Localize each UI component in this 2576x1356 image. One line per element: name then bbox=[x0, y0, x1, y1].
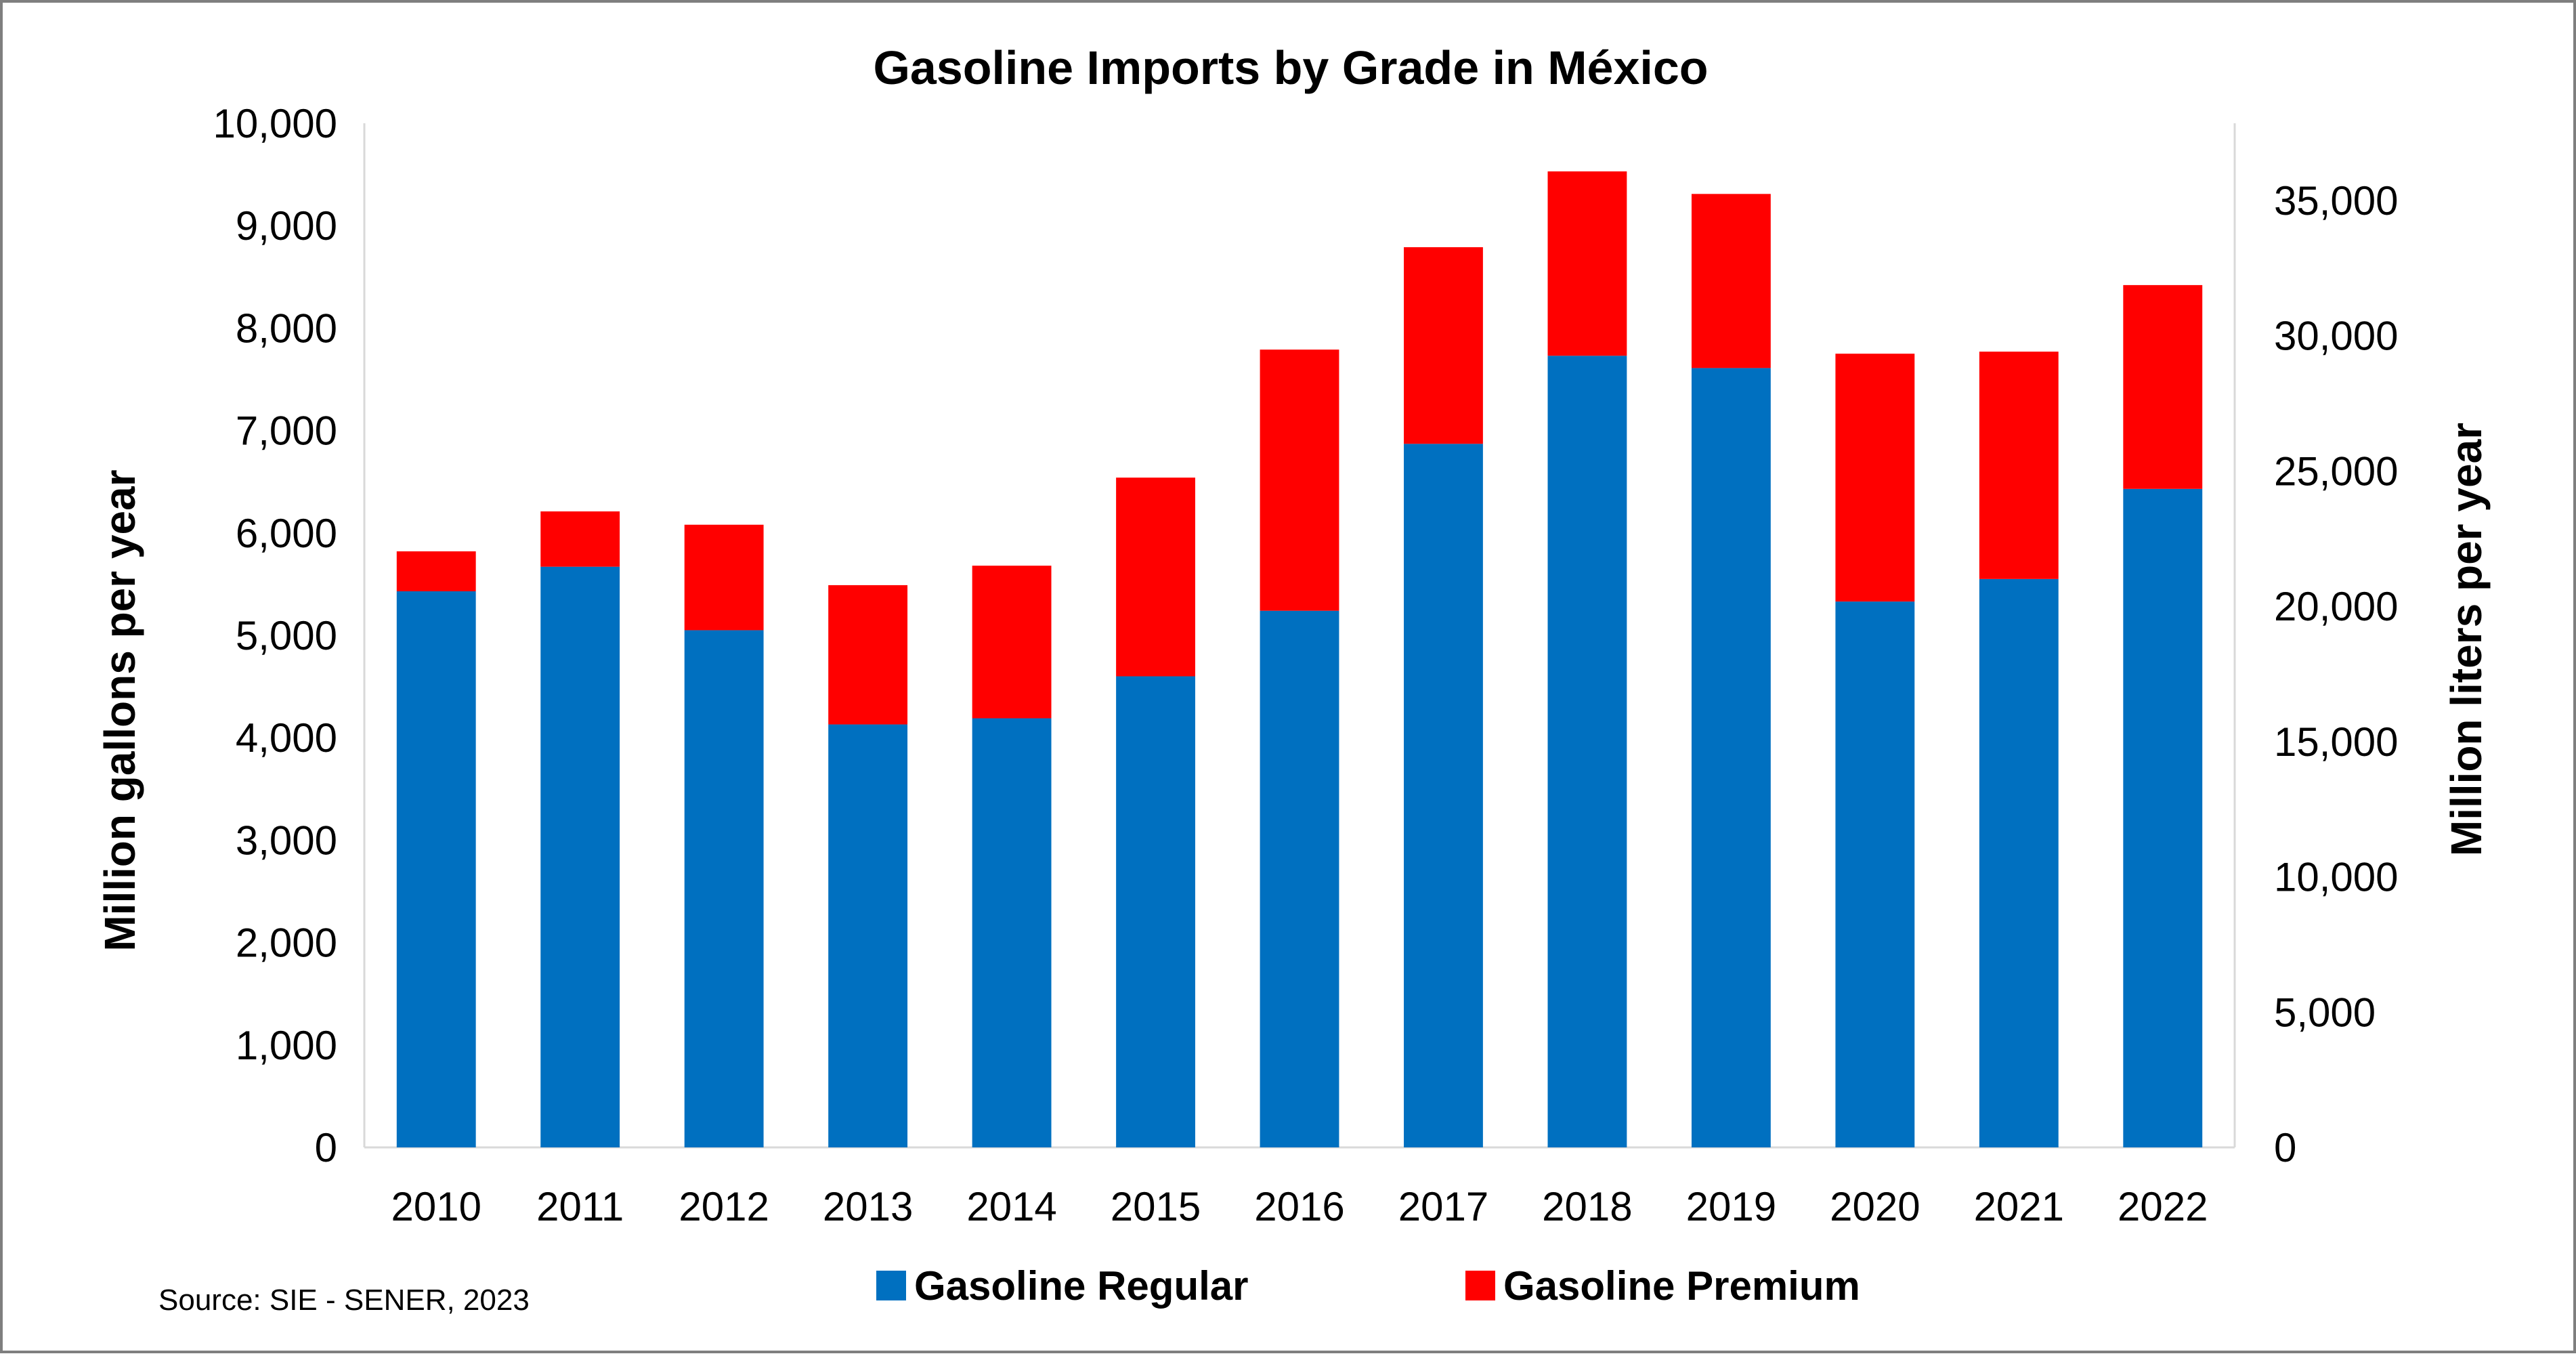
y2-axis-label: Million liters per year bbox=[2442, 423, 2491, 856]
bar-regular-2012 bbox=[684, 630, 764, 1147]
bar-premium-2012 bbox=[684, 524, 764, 631]
y-tick-label: 9,000 bbox=[236, 203, 337, 249]
x-tick-label: 2012 bbox=[679, 1184, 769, 1229]
y-tick-label: 5,000 bbox=[236, 613, 337, 658]
bar-premium-2017 bbox=[1404, 247, 1483, 444]
y2-tick-label: 5,000 bbox=[2274, 990, 2376, 1035]
y2-tick-label: 25,000 bbox=[2274, 448, 2399, 494]
bar-premium-2013 bbox=[828, 585, 908, 725]
x-tick-label: 2022 bbox=[2118, 1184, 2208, 1229]
x-tick-label: 2010 bbox=[391, 1184, 481, 1229]
bar-regular-2017 bbox=[1404, 444, 1483, 1147]
y2-tick-label: 30,000 bbox=[2274, 314, 2399, 359]
bar-premium-2010 bbox=[396, 551, 476, 591]
bar-regular-2011 bbox=[540, 566, 620, 1147]
x-tick-label: 2021 bbox=[1974, 1184, 2064, 1229]
y-tick-label: 0 bbox=[315, 1125, 337, 1170]
x-tick-label: 2019 bbox=[1686, 1184, 1776, 1229]
bar-premium-2015 bbox=[1116, 478, 1195, 677]
bar-premium-2022 bbox=[2123, 284, 2203, 489]
x-tick-label: 2016 bbox=[1254, 1184, 1344, 1229]
y2-tick-label: 15,000 bbox=[2274, 719, 2399, 765]
bar-regular-2014 bbox=[972, 718, 1052, 1147]
y2-tick-label: 10,000 bbox=[2274, 855, 2399, 900]
bar-regular-2018 bbox=[1547, 356, 1627, 1147]
y-tick-label: 10,000 bbox=[213, 101, 337, 146]
source-note: Source: SIE - SENER, 2023 bbox=[158, 1284, 530, 1317]
bar-regular-2010 bbox=[396, 591, 476, 1147]
y2-tick-label: 35,000 bbox=[2274, 178, 2399, 224]
y-tick-label: 2,000 bbox=[236, 920, 337, 966]
legend-label-regular: Gasoline Regular bbox=[914, 1263, 1248, 1309]
x-tick-label: 2017 bbox=[1398, 1184, 1488, 1229]
bar-premium-2011 bbox=[540, 511, 620, 567]
y-tick-label: 3,000 bbox=[236, 818, 337, 863]
x-tick-label: 2015 bbox=[1111, 1184, 1201, 1229]
legend-label-premium: Gasoline Premium bbox=[1503, 1263, 1860, 1309]
bar-premium-2020 bbox=[1835, 354, 1915, 602]
legend: Gasoline Regular Gasoline Premium bbox=[876, 1263, 1860, 1309]
bar-premium-2021 bbox=[1979, 352, 2059, 579]
y-tick-label: 4,000 bbox=[236, 715, 337, 761]
y2-tick-label: 0 bbox=[2274, 1125, 2296, 1170]
y-tick-label: 1,000 bbox=[236, 1023, 337, 1068]
bar-regular-2019 bbox=[1691, 368, 1771, 1148]
bar-regular-2022 bbox=[2123, 488, 2203, 1147]
bars bbox=[396, 171, 2203, 1148]
legend-swatch-regular bbox=[876, 1271, 906, 1300]
x-tick-label: 2020 bbox=[1830, 1184, 1920, 1229]
x-tick-label: 2013 bbox=[823, 1184, 913, 1229]
bar-premium-2016 bbox=[1260, 349, 1339, 611]
bar-premium-2019 bbox=[1691, 194, 1771, 368]
chart-title: Gasoline Imports by Grade in México bbox=[873, 41, 1708, 94]
legend-swatch-premium bbox=[1465, 1271, 1495, 1300]
y-axis-label: Million gallons per year bbox=[95, 469, 144, 951]
tick-labels: 0 1,000 2,000 3,000 4,000 5,000 6,000 7,000 8,00… bbox=[213, 101, 2398, 1229]
bar-premium-2014 bbox=[972, 566, 1052, 719]
x-tick-label: 2018 bbox=[1542, 1184, 1632, 1229]
bar-premium-2018 bbox=[1547, 171, 1627, 356]
y2-tick-label: 20,000 bbox=[2274, 584, 2399, 629]
y-tick-label: 6,000 bbox=[236, 511, 337, 556]
y-tick-label: 7,000 bbox=[236, 408, 337, 454]
bar-regular-2015 bbox=[1116, 676, 1195, 1147]
y-tick-label: 8,000 bbox=[236, 305, 337, 351]
bar-regular-2013 bbox=[828, 724, 908, 1147]
x-tick-label: 2014 bbox=[966, 1184, 1056, 1229]
bar-regular-2016 bbox=[1260, 610, 1339, 1147]
x-tick-label: 2011 bbox=[536, 1184, 624, 1229]
bar-regular-2020 bbox=[1835, 601, 1915, 1147]
chart-svg: Gasoline Imports by Grade in México 0 1,0… bbox=[95, 41, 2491, 1317]
bar-regular-2021 bbox=[1979, 578, 2059, 1147]
